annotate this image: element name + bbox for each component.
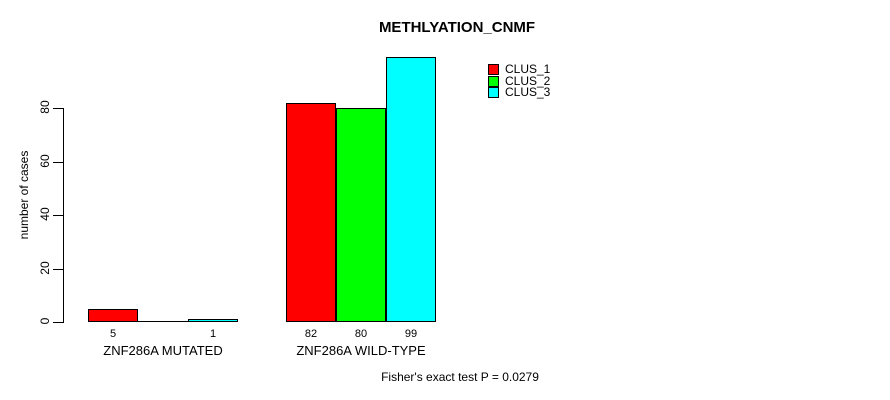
legend-label: CLUS_3 — [505, 85, 551, 100]
chart-title: METHLYATION_CNMF — [378, 19, 536, 36]
y-tick-label: 60 — [38, 154, 52, 168]
bar-value-label: 82 — [304, 328, 318, 340]
legend-swatch-clus_2 — [488, 75, 499, 87]
legend-item-clus_1: CLUS_1 — [488, 62, 551, 77]
bar-value-label: 5 — [109, 328, 117, 340]
bar-value-label: 1 — [209, 328, 217, 340]
bar-clus_3-2 — [386, 57, 436, 322]
legend-item-clus_3: CLUS_3 — [488, 85, 551, 100]
legend-label: CLUS_2 — [505, 73, 551, 88]
y-tick-label: 0 — [38, 317, 52, 325]
y-axis-tick — [53, 269, 63, 270]
legend-item-clus_2: CLUS_2 — [488, 73, 551, 88]
bar-value-label: 80 — [354, 328, 368, 340]
bar-clus_1-1 — [88, 309, 138, 322]
y-axis-tick — [53, 108, 63, 109]
bar-clus_2-1-zero — [138, 321, 188, 322]
y-tick-label: 40 — [38, 207, 52, 221]
y-tick-label: 80 — [38, 100, 52, 114]
bar-clus_2-2 — [336, 108, 386, 322]
bar-clus_1-2 — [286, 103, 336, 322]
legend-swatch-clus_3 — [488, 87, 499, 99]
y-axis-label: number of cases — [17, 150, 31, 240]
category-label: ZNF286A WILD-TYPE — [296, 343, 426, 358]
legend-label: CLUS_1 — [505, 62, 551, 77]
chart-legend: CLUS_1 CLUS_2 CLUS_3 — [488, 62, 551, 100]
y-axis-line — [63, 108, 64, 323]
bar-value-label: 99 — [404, 328, 418, 340]
y-axis-tick — [53, 322, 63, 323]
fisher-test-annotation: Fisher's exact test P = 0.0279 — [381, 370, 539, 384]
legend-swatch-clus_1 — [488, 64, 499, 76]
y-tick-label: 20 — [38, 261, 52, 275]
y-axis-tick — [53, 215, 63, 216]
y-axis-tick — [53, 162, 63, 163]
category-label: ZNF286A MUTATED — [103, 343, 223, 358]
bar-clus_3-1 — [188, 319, 238, 322]
